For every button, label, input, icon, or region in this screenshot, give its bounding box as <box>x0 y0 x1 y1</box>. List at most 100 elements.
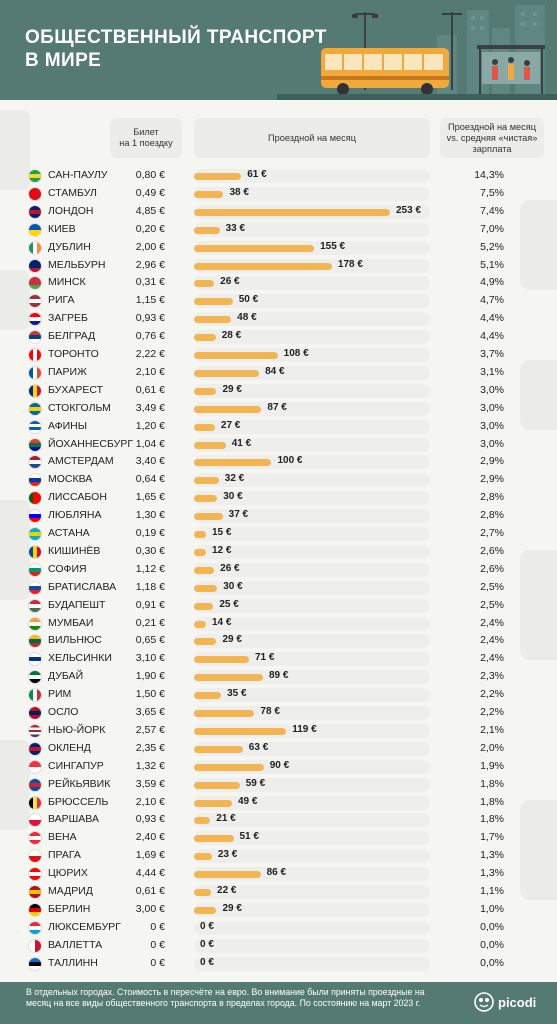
lithuania-flag-icon <box>28 634 42 649</box>
pass-bar <box>194 638 217 646</box>
table-row: ТАЛЛИНН 0 € 0 € 0,0% <box>0 955 557 973</box>
pass-bar <box>194 495 218 503</box>
ticket-price: 3,00 € <box>135 902 165 915</box>
pass-price-label: 26 € <box>220 562 240 574</box>
table-row: ЛЮБЛЯНА 1,30 € 37 € 2,8% <box>0 507 557 525</box>
pass-bar-track: 51 € <box>194 831 430 846</box>
pass-bar <box>194 513 223 521</box>
salary-ratio: 3,0% <box>480 419 504 432</box>
pass-bar <box>194 889 212 896</box>
ticket-price: 0,93 € <box>135 312 165 325</box>
belgium-flag-icon <box>28 795 42 810</box>
ticket-price: 0 € <box>150 938 165 951</box>
city-name: ПАРИЖ <box>48 365 87 378</box>
pass-price-label: 12 € <box>212 544 232 556</box>
city-name: МОСКВА <box>48 473 93 486</box>
austria-flag-icon <box>28 831 42 846</box>
pass-bar-track: 25 € <box>194 598 430 613</box>
table-row: КИЕВ 0,20 € 33 € 7,0% <box>0 221 557 239</box>
pass-bar-track: 32 € <box>194 473 430 488</box>
pass-bar <box>194 190 224 198</box>
estonia-flag-icon <box>28 956 42 971</box>
city-name: РИМ <box>48 688 72 701</box>
city-name: ДУБАЙ <box>48 670 84 683</box>
pass-bar <box>194 405 262 413</box>
ticket-price: 3,10 € <box>135 652 165 665</box>
pass-bar <box>194 763 264 771</box>
pass-price-label: 50 € <box>238 294 259 306</box>
salary-ratio: 1,1% <box>480 885 504 897</box>
ticket-price: 0,49 € <box>135 186 165 199</box>
latvia-flag-icon <box>28 294 42 309</box>
brazil-flag-icon <box>28 169 42 183</box>
city-name: СТАМБУЛ <box>48 186 97 199</box>
ticket-column-header: Билет на 1 поездку <box>110 118 182 158</box>
pass-bar-track: 0 € <box>194 938 430 953</box>
russia-flag-icon <box>28 473 42 488</box>
czech-flag-icon <box>28 849 42 864</box>
city-bus-illustration-icon <box>277 5 557 100</box>
pass-bar <box>194 280 215 288</box>
pass-bar <box>194 441 226 449</box>
switzerland-flag-icon <box>28 867 42 882</box>
belarus-flag-icon <box>28 276 42 291</box>
new-zealand-flag-icon <box>28 741 42 756</box>
pass-bar-track: 50 € <box>194 294 430 309</box>
netherlands-flag-icon <box>28 455 42 470</box>
city-name: СТОКГОЛЬМ <box>48 401 111 414</box>
salary-ratio: 2,8% <box>480 491 504 504</box>
salary-ratio: 2,6% <box>480 562 504 575</box>
ticket-price: 1,12 € <box>135 562 165 575</box>
pass-price-label: 37 € <box>228 509 249 521</box>
germany-flag-icon <box>28 902 42 917</box>
ticket-price: 1,32 € <box>135 759 165 772</box>
salary-ratio: 2,7% <box>480 527 504 539</box>
pass-bar-track: 90 € <box>194 759 430 774</box>
pass-bar <box>194 423 215 431</box>
salary-ratio: 2,5% <box>480 580 504 593</box>
table-row: ВЕНА 2,40 € 51 € 1,7% <box>0 829 557 847</box>
salary-ratio: 4,4% <box>480 312 504 325</box>
pass-price-label: 51 € <box>239 831 259 843</box>
salary-ratio: 4,9% <box>480 276 504 289</box>
table-row: ВАРШАВА 0,93 € 21 € 1,8% <box>0 811 557 829</box>
city-name: ВЕНА <box>48 831 77 844</box>
pass-bar-track: 27 € <box>194 419 430 434</box>
ticket-price: 0,80 € <box>135 169 165 181</box>
pass-price-label: 29 € <box>222 383 242 395</box>
pass-bar-track: 253 € <box>194 204 430 219</box>
france-flag-icon <box>28 365 42 380</box>
pass-bar <box>194 584 218 592</box>
header-banner: ОБЩЕСТВЕННЫЙ ТРАНСПОРТ В МИРЕ <box>0 0 557 100</box>
pass-bar-track: 30 € <box>194 491 430 506</box>
turkey-flag-icon <box>28 186 42 201</box>
city-name: МИНСК <box>48 276 86 289</box>
table-row: ДУБАЙ 1,90 € 89 € 2,3% <box>0 668 557 686</box>
city-name: КИЕВ <box>48 222 76 235</box>
slovenia-flag-icon <box>28 509 42 524</box>
table-row: БРАТИСЛАВА 1,18 € 30 € 2,5% <box>0 579 557 597</box>
ticket-price: 0,20 € <box>135 222 165 235</box>
ticket-price: 2,40 € <box>135 831 165 844</box>
brand-logo: picodi <box>474 992 536 1012</box>
usa-flag-icon <box>28 723 42 738</box>
pass-bar <box>194 710 255 717</box>
salary-ratio: 1,3% <box>480 867 504 880</box>
ticket-price: 0,65 € <box>135 634 165 647</box>
city-name: СОФИЯ <box>48 562 87 575</box>
city-name: ДУБЛИН <box>48 240 91 253</box>
pass-price-label: 27 € <box>220 419 241 431</box>
bulgaria-flag-icon <box>28 562 42 577</box>
picodi-logo-icon <box>474 992 494 1012</box>
pass-bar-track: 33 € <box>194 222 430 237</box>
ticket-price: 1,65 € <box>135 491 165 504</box>
pass-price-label: 178 € <box>337 258 363 270</box>
pass-bar-track: 29 € <box>194 383 430 398</box>
pass-bar <box>194 262 332 270</box>
singapore-flag-icon <box>28 759 42 774</box>
table-row: МОСКВА 0,64 € 32 € 2,9% <box>0 471 557 489</box>
pass-price-label: 63 € <box>248 741 269 753</box>
salary-ratio: 2,2% <box>480 688 504 701</box>
greece-flag-icon <box>28 419 42 434</box>
salary-ratio: 4,7% <box>480 294 504 307</box>
